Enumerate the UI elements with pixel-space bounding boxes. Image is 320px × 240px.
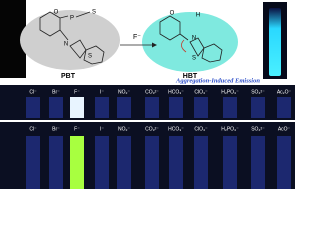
atom-label: O [54,10,59,16]
vial [223,136,237,189]
atom-label: N [192,36,196,42]
vial [49,97,63,118]
vial [277,97,291,118]
vial [70,136,84,189]
anion-label: SO₄²⁻ [251,126,265,132]
anion-label: F⁻ [74,126,80,132]
vial [169,136,183,189]
vial [277,136,291,189]
vial [95,97,109,118]
atom-label: S [192,56,196,62]
anion-label: H₂PO₄⁻ [221,89,239,95]
vial [117,97,131,118]
anion-label: Br⁻ [52,126,60,132]
vial-glow [269,8,281,76]
anion-label: CO₃²⁻ [145,126,159,132]
reactant-ellipse [20,10,120,70]
anion-label: HCO₃⁻ [168,89,184,95]
vial [194,136,208,189]
vial [145,97,159,118]
arrow-head [152,42,157,48]
anion-label: NO₂⁻ [118,89,130,95]
vial [49,136,63,189]
vial [169,97,183,118]
page: F⁻ PBT HBT Aggregation-Induced Emission … [0,0,295,189]
anion-label: NO₂⁻ [118,126,130,132]
product-label: HBT [183,73,198,80]
atom-label: N [64,42,68,48]
anion-label: Cl⁻ [29,89,37,95]
reactant-structure [39,11,105,65]
vial [251,136,265,189]
vial [251,97,265,118]
anion-label: SO₄²⁻ [251,89,265,95]
atom-label: H [196,13,200,19]
anion-label: Br⁻ [52,89,60,95]
caption: Aggregation-Induced Emission [175,77,260,84]
anion-label: I⁻ [100,126,104,132]
vial [95,136,109,189]
atom-label: P [70,16,74,22]
anion-label: Cl⁻ [29,126,37,132]
atom-label: O [170,11,175,17]
anion-label: H₂PO₄⁻ [221,126,239,132]
vial [70,97,84,118]
anion-label: ClO₄⁻ [194,126,208,132]
figure: F⁻ PBT HBT Aggregation-Induced Emission … [0,0,295,189]
vial [26,97,40,118]
reactant-label: PBT [61,73,76,80]
anion-label: I⁻ [100,89,104,95]
atom-label: S [92,10,96,16]
anion-label: HCO₃⁻ [168,126,184,132]
anion-label: Ac₂O⁻ [277,89,292,95]
vial [223,97,237,118]
vial [194,97,208,118]
reagent: F⁻ [133,34,141,41]
vial [145,136,159,189]
anion-label: F⁻ [74,89,80,95]
anion-label: ClO₄⁻ [194,89,208,95]
vial [26,136,40,189]
anion-label: CO₃²⁻ [145,89,159,95]
product-structure [159,15,223,63]
atom-label: S [88,54,92,60]
anion-label: AcO⁻ [278,126,291,132]
vial [117,136,131,189]
